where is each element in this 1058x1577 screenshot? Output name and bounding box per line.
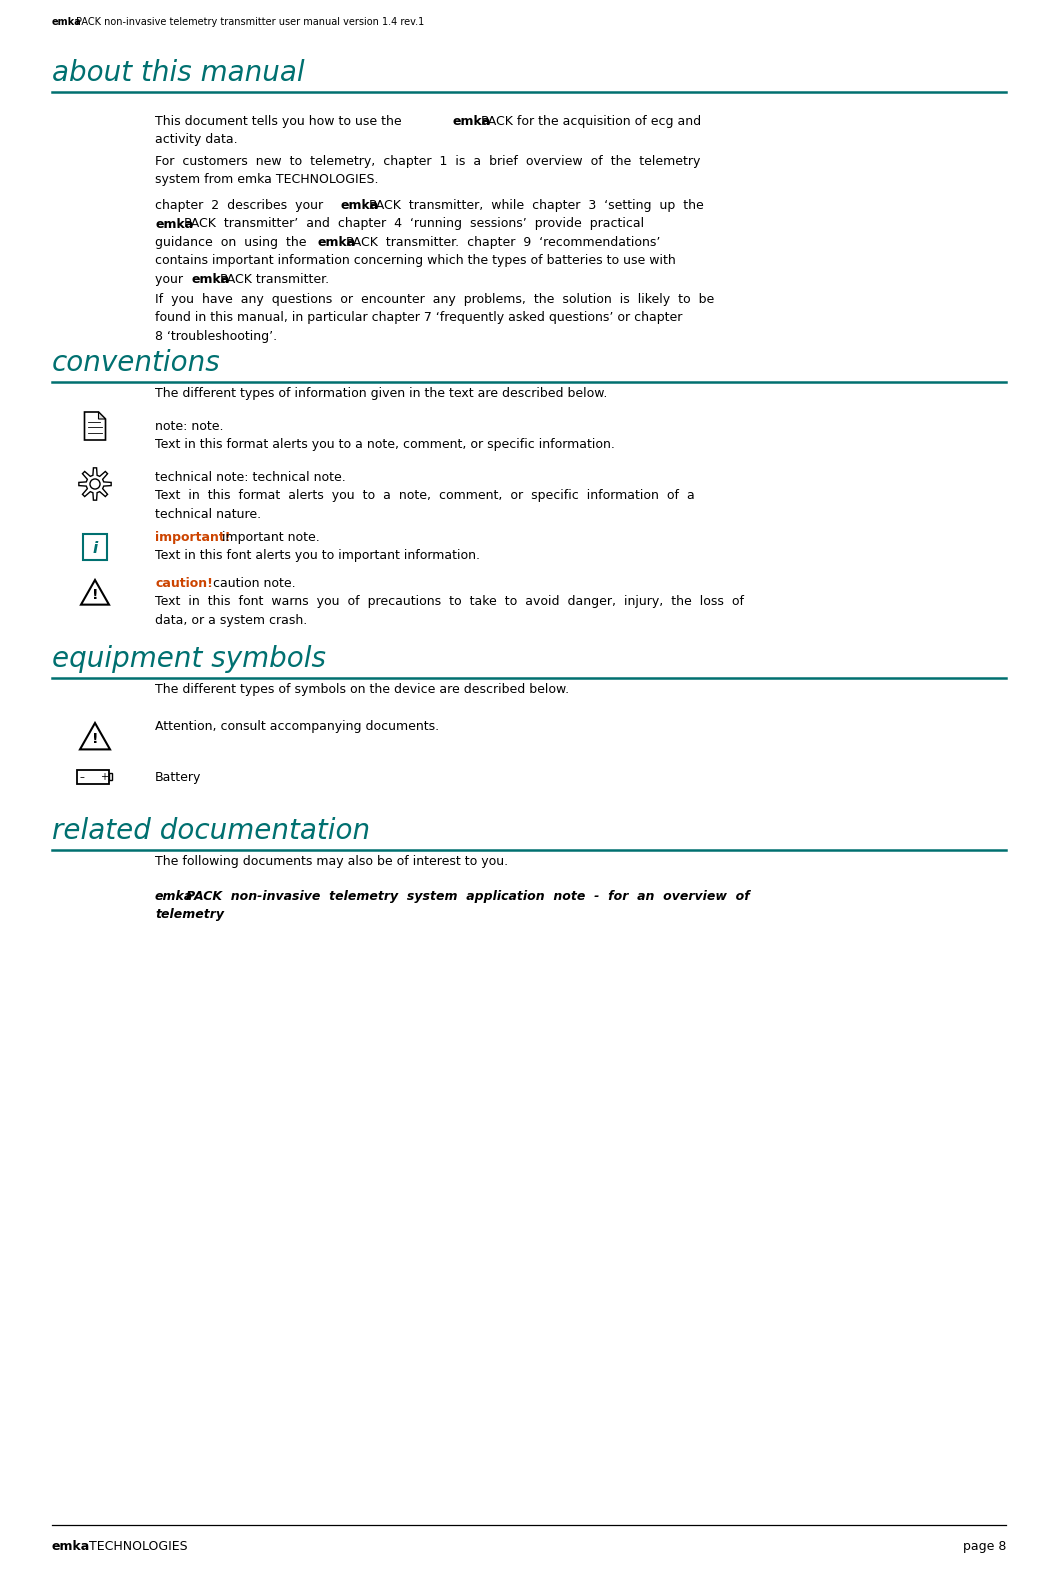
Text: This document tells you how to use the: This document tells you how to use the	[156, 115, 405, 128]
Text: The different types of symbols on the device are described below.: The different types of symbols on the de…	[156, 683, 569, 695]
Text: PACK transmitter.: PACK transmitter.	[220, 273, 329, 285]
Text: found in this manual, in particular chapter 7 ‘frequently asked questions’ or ch: found in this manual, in particular chap…	[156, 312, 682, 325]
Text: important!: important!	[156, 531, 231, 544]
Polygon shape	[85, 412, 106, 440]
Text: telemetry: telemetry	[156, 908, 224, 921]
Text: Battery: Battery	[156, 771, 201, 784]
Text: caution note.: caution note.	[209, 577, 295, 590]
Text: important note.: important note.	[219, 531, 321, 544]
Text: Attention, consult accompanying documents.: Attention, consult accompanying document…	[156, 721, 439, 733]
Text: !: !	[92, 732, 98, 746]
Text: PACK for the acquisition of ecg and: PACK for the acquisition of ecg and	[481, 115, 701, 128]
Text: caution!: caution!	[156, 577, 213, 590]
FancyBboxPatch shape	[84, 535, 107, 560]
Text: guidance  on  using  the: guidance on using the	[156, 237, 314, 249]
Text: equipment symbols: equipment symbols	[52, 645, 326, 673]
Text: emka: emka	[156, 218, 194, 230]
Text: your: your	[156, 273, 187, 285]
Text: 8 ‘troubleshooting’.: 8 ‘troubleshooting’.	[156, 330, 277, 344]
Text: emka: emka	[317, 237, 355, 249]
Text: note: note.: note: note.	[156, 419, 223, 434]
Text: emka: emka	[52, 1541, 90, 1553]
Text: about this manual: about this manual	[52, 58, 305, 87]
Text: conventions: conventions	[52, 349, 221, 377]
Text: Text  in  this  font  warns  you  of  precautions  to  take  to  avoid  danger, : Text in this font warns you of precautio…	[156, 596, 744, 609]
Text: TECHNOLOGIES: TECHNOLOGIES	[85, 1541, 187, 1553]
Text: emka: emka	[191, 273, 230, 285]
Polygon shape	[80, 722, 110, 749]
Text: related documentation: related documentation	[52, 817, 370, 845]
Text: –: –	[79, 773, 85, 782]
Text: emka: emka	[452, 115, 490, 128]
Text: Text in this format alerts you to a note, comment, or specific information.: Text in this format alerts you to a note…	[156, 438, 615, 451]
Polygon shape	[79, 468, 111, 500]
Polygon shape	[81, 580, 109, 604]
Text: emka: emka	[156, 889, 194, 904]
Text: PACK non-invasive telemetry transmitter user manual version 1.4 rev.1: PACK non-invasive telemetry transmitter …	[76, 17, 424, 27]
Text: emka: emka	[52, 17, 81, 27]
Text: If  you  have  any  questions  or  encounter  any  problems,  the  solution  is : If you have any questions or encounter a…	[156, 293, 714, 306]
Text: i: i	[92, 541, 97, 555]
Text: emka: emka	[340, 199, 379, 211]
Circle shape	[90, 479, 101, 489]
FancyBboxPatch shape	[109, 773, 111, 781]
Text: For  customers  new  to  telemetry,  chapter  1  is  a  brief  overview  of  the: For customers new to telemetry, chapter …	[156, 155, 700, 169]
Text: data, or a system crash.: data, or a system crash.	[156, 613, 307, 628]
Text: PACK  transmitter.  chapter  9  ‘recommendations’: PACK transmitter. chapter 9 ‘recommendat…	[347, 237, 661, 249]
Text: Text  in  this  format  alerts  you  to  a  note,  comment,  or  specific  infor: Text in this format alerts you to a note…	[156, 489, 695, 503]
Text: page 8: page 8	[963, 1541, 1006, 1553]
Text: Text in this font alerts you to important information.: Text in this font alerts you to importan…	[156, 549, 480, 563]
Text: !: !	[92, 588, 98, 602]
Text: The different types of information given in the text are described below.: The different types of information given…	[156, 386, 607, 401]
Text: PACK  non-invasive  telemetry  system  application  note  -  for  an  overview  : PACK non-invasive telemetry system appli…	[185, 889, 749, 904]
Text: The following documents may also be of interest to you.: The following documents may also be of i…	[156, 855, 508, 867]
FancyBboxPatch shape	[77, 770, 109, 784]
Text: contains important information concerning which the types of batteries to use wi: contains important information concernin…	[156, 254, 676, 268]
Text: +: +	[101, 773, 108, 782]
Text: activity data.: activity data.	[156, 134, 238, 147]
Text: PACK  transmitter’  and  chapter  4  ‘running  sessions’  provide  practical: PACK transmitter’ and chapter 4 ‘running…	[184, 218, 644, 230]
Text: system from emka TECHNOLOGIES.: system from emka TECHNOLOGIES.	[156, 173, 379, 186]
Text: technical nature.: technical nature.	[156, 508, 261, 520]
Text: chapter  2  describes  your: chapter 2 describes your	[156, 199, 331, 211]
Text: PACK  transmitter,  while  chapter  3  ‘setting  up  the: PACK transmitter, while chapter 3 ‘setti…	[369, 199, 704, 211]
Text: technical note: technical note.: technical note: technical note.	[156, 472, 346, 484]
Polygon shape	[98, 412, 106, 419]
